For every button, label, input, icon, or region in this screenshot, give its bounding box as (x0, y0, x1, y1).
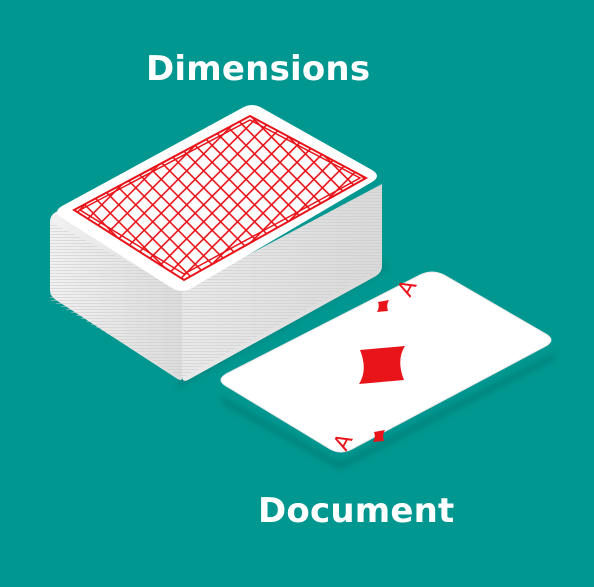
label-dimensions: Dimensions (146, 49, 371, 89)
card-deck (50, 105, 386, 388)
small-diamond-icon (377, 300, 389, 312)
ace-card: A A (220, 271, 556, 470)
label-document: Document (258, 491, 455, 531)
card-back-pattern (72, 114, 369, 282)
diamond-icon (359, 346, 405, 384)
small-diamond-icon (373, 430, 385, 442)
